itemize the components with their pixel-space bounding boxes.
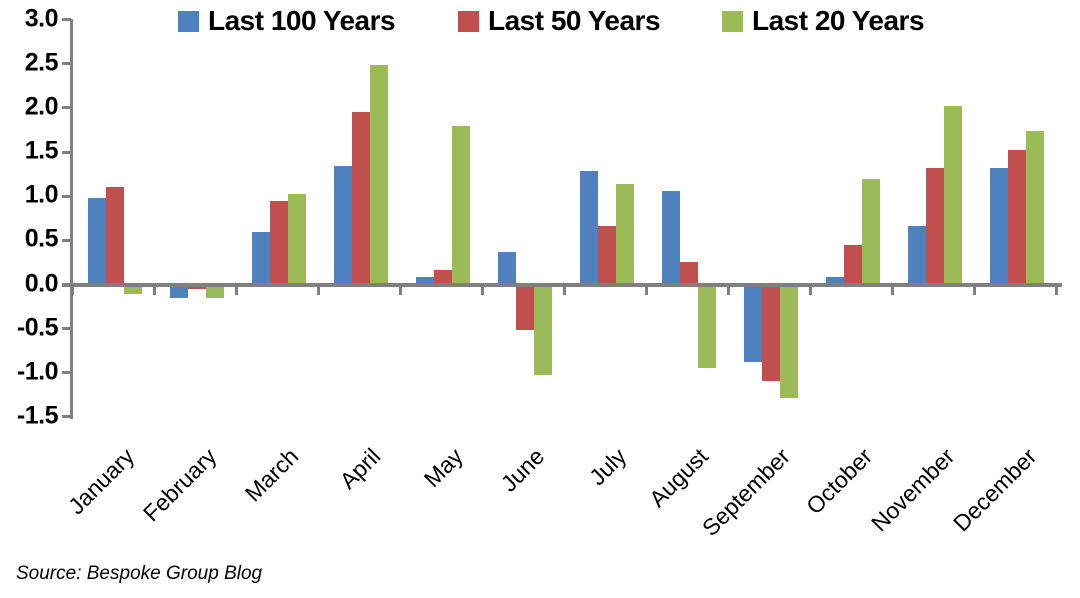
bar-september-last-50-years: [762, 284, 780, 381]
bar-december-last-20-years: [1026, 130, 1044, 285]
bar-july-last-50-years: [598, 226, 616, 285]
bar-january-last-20-years: [124, 284, 142, 295]
legend-item: Last 100 Years: [178, 5, 396, 37]
x-axis-category-label: November: [865, 443, 960, 537]
bar-september-last-100-years: [744, 284, 762, 363]
y-axis-tick: [62, 18, 71, 21]
x-axis-tick: [645, 286, 648, 295]
x-axis-tick: [71, 286, 74, 295]
bar-march-last-100-years: [252, 231, 270, 285]
bar-december-last-100-years: [990, 167, 1008, 285]
bar-september-last-20-years: [780, 284, 798, 399]
bar-may-last-20-years: [452, 125, 470, 285]
y-axis-tick-label: 1.5: [24, 136, 59, 165]
bar-june-last-100-years: [498, 251, 516, 285]
y-axis-tick: [62, 194, 71, 198]
y-axis-tick-label: 2.0: [24, 92, 59, 121]
bar-november-last-50-years: [926, 167, 944, 285]
bar-july-last-100-years: [580, 170, 598, 285]
y-axis-tick: [62, 327, 71, 331]
x-axis-category-label: October: [801, 443, 878, 520]
bar-december-last-50-years: [1008, 150, 1026, 285]
bar-june-last-20-years: [534, 284, 552, 376]
bar-february-last-20-years: [206, 284, 224, 298]
y-axis-tick: [62, 371, 71, 375]
legend-label: Last 50 Years: [488, 5, 661, 36]
bar-april-last-100-years: [334, 166, 352, 285]
bar-november-last-100-years: [908, 226, 926, 285]
y-axis-tick: [62, 62, 71, 66]
y-axis-tick-label: -1.5: [16, 401, 59, 430]
y-axis-tick-label: 0.0: [24, 268, 59, 297]
x-axis-category-label: May: [418, 443, 468, 493]
bar-november-last-20-years: [944, 106, 962, 285]
y-axis-tick: [62, 238, 71, 242]
x-axis-tick: [153, 286, 156, 295]
x-axis-category-label: February: [137, 443, 222, 527]
x-axis-tick: [399, 286, 402, 295]
bar-april-last-50-years: [352, 112, 370, 285]
y-axis-tick-label: 1.0: [24, 180, 59, 209]
legend-swatch-icon: [722, 10, 743, 32]
bar-january-last-50-years: [106, 187, 124, 285]
x-axis-category-label: July: [584, 443, 632, 491]
legend-label: Last 20 Years: [752, 5, 925, 36]
bar-february-last-100-years: [170, 284, 188, 298]
x-axis-category-label: December: [947, 443, 1042, 537]
legend-label: Last 100 Years: [208, 5, 396, 36]
x-axis-tick: [317, 286, 320, 295]
bar-august-last-50-years: [680, 262, 698, 285]
x-axis-category-label: March: [239, 443, 304, 507]
y-axis-tick: [62, 150, 71, 154]
x-axis-tick: [809, 286, 812, 295]
x-axis-tick: [891, 286, 894, 295]
x-axis-tick: [481, 286, 484, 295]
bar-february-last-50-years: [188, 284, 206, 289]
x-axis-line: [62, 282, 1062, 287]
x-axis-tick: [727, 286, 730, 295]
legend-item: Last 50 Years: [458, 5, 661, 37]
x-axis-tick: [1055, 286, 1058, 295]
y-axis-tick-label: 3.0: [24, 3, 59, 32]
bar-october-last-100-years: [826, 276, 844, 285]
x-axis-tick: [235, 286, 238, 295]
x-axis-category-label: August: [644, 443, 714, 513]
legend-swatch-icon: [178, 10, 199, 32]
y-axis-tick-label: -0.5: [16, 312, 59, 341]
y-axis-tick: [62, 106, 71, 110]
bar-october-last-50-years: [844, 244, 862, 285]
y-axis-tick-label: 0.5: [24, 224, 59, 253]
bar-august-last-100-years: [662, 190, 680, 285]
bar-october-last-20-years: [862, 179, 880, 285]
x-axis-tick: [973, 286, 976, 295]
bar-may-last-100-years: [416, 276, 434, 285]
bar-march-last-20-years: [288, 194, 306, 285]
legend-item: Last 20 Years: [722, 5, 925, 37]
y-axis-tick-label: 2.5: [24, 48, 59, 77]
x-axis-category-label: April: [334, 443, 386, 494]
bar-march-last-50-years: [270, 200, 288, 285]
x-axis-tick: [563, 286, 566, 295]
bar-august-last-20-years: [698, 284, 716, 369]
y-axis-tick-label: -1.0: [16, 357, 59, 386]
bar-april-last-20-years: [370, 64, 388, 285]
x-axis-category-label: June: [495, 443, 550, 497]
bar-january-last-100-years: [88, 197, 106, 285]
source-note: Source: Bespoke Group Blog: [16, 563, 263, 584]
y-axis-line: [70, 19, 73, 419]
legend-swatch-icon: [458, 10, 479, 32]
bar-may-last-50-years: [434, 270, 452, 285]
x-axis-category-label: January: [63, 443, 140, 520]
x-axis-category-label: September: [697, 443, 796, 541]
bar-july-last-20-years: [616, 183, 634, 285]
bar-june-last-50-years: [516, 284, 534, 331]
y-axis-tick: [62, 415, 71, 419]
